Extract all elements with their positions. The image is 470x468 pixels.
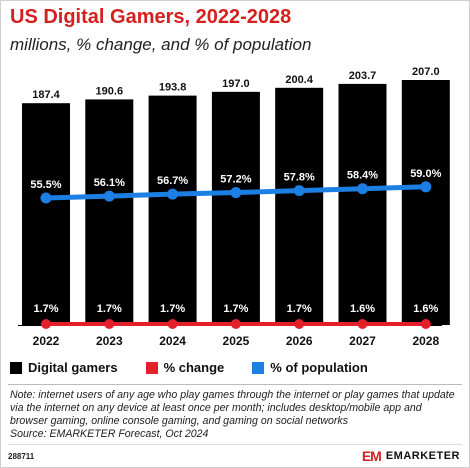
legend-swatch-population bbox=[252, 361, 265, 374]
chart-title: US Digital Gamers, 2022-2028 bbox=[10, 6, 292, 28]
bar-label-2026: 200.4 bbox=[285, 74, 313, 86]
legend-label-population: % of population bbox=[270, 360, 368, 375]
note-text: Note: internet users of any age who play… bbox=[10, 389, 455, 427]
population-label-2025: 57.2% bbox=[220, 174, 251, 186]
change-point-2022 bbox=[41, 319, 51, 329]
chart-id: 288711 bbox=[8, 452, 35, 461]
change-label-2027: 1.6% bbox=[350, 303, 375, 315]
bar-2024 bbox=[148, 95, 197, 325]
population-label-2027: 58.4% bbox=[347, 170, 378, 182]
bar-label-2025: 197.0 bbox=[222, 78, 250, 90]
x-tick-label-2025: 2025 bbox=[223, 334, 250, 348]
bar-2026 bbox=[275, 87, 324, 326]
chart-note: Note: internet users of any age who play… bbox=[10, 389, 460, 441]
legend-item-change: % change bbox=[145, 360, 225, 375]
legend-label-digital-gamers: Digital gamers bbox=[28, 360, 118, 375]
population-label-2026: 57.8% bbox=[284, 172, 315, 184]
population-point-2026 bbox=[293, 185, 305, 197]
population-point-2022 bbox=[40, 192, 52, 204]
legend: Digital gamers % change % of population bbox=[10, 360, 396, 375]
bar-label-2028: 207.0 bbox=[412, 66, 440, 78]
population-point-2028 bbox=[420, 181, 432, 193]
x-tick-label-2022: 2022 bbox=[33, 334, 60, 348]
population-label-2023: 56.1% bbox=[94, 177, 125, 189]
x-tick-label-2027: 2027 bbox=[349, 334, 376, 348]
chart-subtitle: millions, % change, and % of population bbox=[10, 35, 312, 54]
bar-2027 bbox=[338, 83, 387, 326]
change-point-2023 bbox=[104, 319, 115, 329]
x-tick-label-2028: 2028 bbox=[412, 334, 439, 348]
legend-item-population: % of population bbox=[252, 360, 368, 375]
population-label-2028: 59.0% bbox=[410, 168, 441, 180]
change-point-2025 bbox=[230, 319, 241, 329]
population-point-2024 bbox=[167, 188, 179, 200]
legend-label-change: % change bbox=[163, 360, 225, 375]
brand-name: EMARKETER bbox=[385, 450, 460, 462]
legend-swatch-change bbox=[145, 361, 158, 374]
change-label-2026: 1.7% bbox=[287, 303, 312, 315]
change-point-2024 bbox=[167, 319, 178, 329]
x-tick-label-2023: 2023 bbox=[96, 334, 123, 348]
chart-plot: 187.4 190.6 193.8 197.0 200.4 203.7 207.0 55.5%… bbox=[18, 66, 450, 348]
bar-2023 bbox=[85, 99, 134, 325]
bar-2028 bbox=[401, 80, 450, 325]
x-tick-label-2024: 2024 bbox=[159, 334, 186, 348]
change-label-2023: 1.7% bbox=[97, 303, 122, 315]
change-label-2022: 1.7% bbox=[33, 303, 58, 315]
legend-item-digital-gamers: Digital gamers bbox=[10, 360, 118, 375]
population-label-2024: 56.7% bbox=[157, 175, 188, 187]
source-text: Source: EMARKETER Forecast, Oct 2024 bbox=[10, 428, 209, 440]
change-point-2026 bbox=[294, 319, 305, 329]
change-label-2028: 1.6% bbox=[413, 303, 438, 315]
bar-label-2024: 193.8 bbox=[159, 82, 187, 94]
x-tick-label-2026: 2026 bbox=[286, 334, 313, 348]
bar-label-2022: 187.4 bbox=[32, 89, 60, 101]
note-divider bbox=[8, 384, 462, 385]
population-label-2022: 55.5% bbox=[30, 179, 61, 191]
population-point-2027 bbox=[357, 183, 368, 195]
change-label-2025: 1.7% bbox=[223, 303, 248, 315]
legend-swatch-bars bbox=[10, 361, 22, 374]
change-point-2027 bbox=[357, 319, 368, 329]
population-point-2025 bbox=[230, 187, 242, 199]
brand-logo: EM EMARKETER bbox=[362, 448, 460, 464]
footer-divider bbox=[8, 444, 462, 445]
bar-label-2023: 190.6 bbox=[96, 85, 124, 97]
bar-2022 bbox=[22, 103, 70, 326]
population-point-2023 bbox=[103, 190, 115, 202]
bar-2025 bbox=[211, 91, 260, 325]
change-point-2028 bbox=[420, 319, 431, 329]
change-label-2024: 1.7% bbox=[160, 303, 185, 315]
bar-label-2027: 203.7 bbox=[349, 70, 377, 82]
brand-mark-icon: EM bbox=[361, 448, 382, 464]
